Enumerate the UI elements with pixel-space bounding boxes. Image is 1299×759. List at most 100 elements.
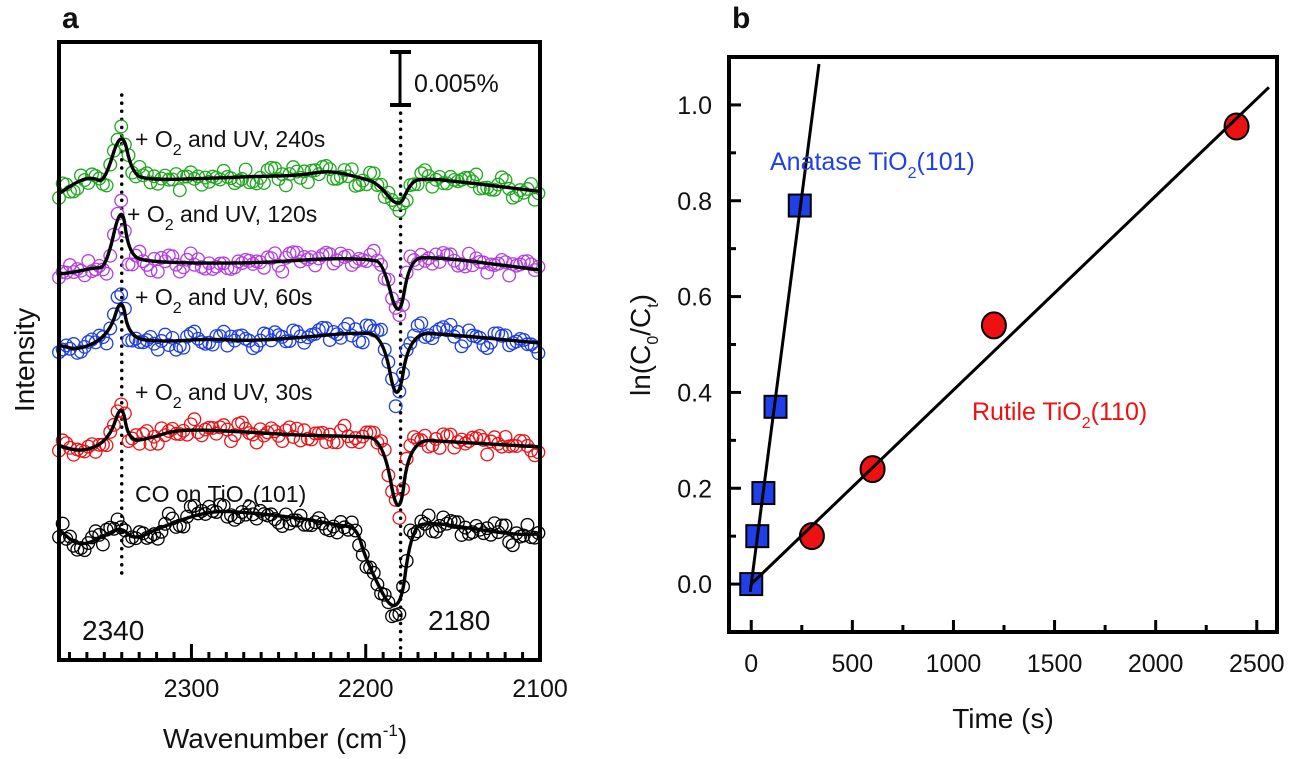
data-marker — [429, 324, 443, 339]
x-tick-label-b: 0 — [744, 650, 758, 678]
data-marker — [88, 168, 103, 183]
data-marker — [132, 436, 147, 451]
spectrum-0 — [52, 497, 546, 624]
peak-label-2340: 2340 — [82, 615, 144, 646]
data-marker — [407, 430, 421, 444]
data-marker — [348, 254, 363, 269]
data-marker — [293, 170, 308, 185]
data-marker — [465, 258, 480, 273]
data-marker — [172, 264, 187, 279]
data-marker — [520, 517, 535, 532]
data-marker — [209, 329, 224, 344]
data-marker — [469, 167, 484, 182]
data-marker — [249, 435, 264, 450]
data-marker — [407, 253, 421, 268]
data-marker — [315, 248, 330, 263]
data-marker — [502, 535, 517, 549]
data-marker — [436, 320, 451, 335]
data-marker — [381, 595, 396, 610]
data-marker — [480, 265, 495, 280]
y-tick-label-b: 0.6 — [677, 284, 712, 312]
data-marker — [304, 250, 319, 265]
data-marker — [55, 342, 70, 357]
spectra — [52, 119, 546, 624]
data-marker — [498, 173, 513, 188]
data-marker — [524, 443, 539, 458]
data-marker — [103, 425, 118, 439]
data-marker — [366, 243, 381, 258]
panel-b: b 0 500 1000 1500 2000 2500 0.0 0.2 0.4 0.6 0.8 1.0… — [625, 2, 1285, 734]
data-marker — [297, 250, 312, 264]
fit-line-anatase — [748, 63, 821, 593]
data-marker — [374, 258, 389, 272]
data-marker — [63, 529, 77, 544]
data-marker — [348, 523, 363, 538]
data-marker — [150, 436, 165, 451]
data-marker — [158, 168, 173, 183]
data-marker — [132, 335, 147, 350]
panel-a-letter: a — [62, 2, 79, 35]
data-point-rutile — [980, 311, 1007, 340]
data-marker — [176, 260, 191, 275]
data-marker — [377, 587, 392, 602]
data-marker — [450, 515, 465, 530]
data-marker — [454, 339, 469, 354]
data-marker — [487, 516, 502, 531]
data-marker — [150, 264, 165, 279]
spectrum-label: + O2 and UV, 30s — [135, 379, 312, 412]
data-marker — [147, 169, 162, 184]
data-marker — [516, 185, 531, 200]
y-axis-title-a: Intensity — [9, 308, 40, 412]
data-marker — [293, 508, 308, 523]
data-marker — [476, 338, 491, 353]
data-marker — [469, 518, 484, 533]
data-marker — [136, 335, 151, 350]
data-marker — [209, 259, 224, 274]
fit-line — [58, 302, 541, 395]
data-marker — [286, 430, 301, 444]
x-tick-label-a: 2100 — [512, 675, 568, 703]
data-marker — [92, 437, 107, 452]
data-marker — [77, 543, 92, 558]
spectrum-label: + O2 and UV, 60s — [135, 284, 312, 317]
legend-anatase: Anatase TiO2(101) — [770, 148, 975, 182]
data-marker — [454, 528, 469, 542]
data-marker — [418, 253, 432, 268]
data-marker — [370, 577, 385, 592]
spectrum-label: CO on TiO2(101) — [135, 481, 306, 514]
data-marker — [161, 506, 176, 521]
data-marker — [99, 178, 114, 193]
x-axis-title-b: Time (s) — [952, 703, 1054, 734]
spectrum-label: + O2 and UV, 120s — [127, 201, 317, 234]
data-marker — [311, 426, 326, 441]
y-tick-label-b: 0.0 — [677, 571, 712, 599]
panel-a: a 2300 2200 2100 0.005% 2340 2180 Intensit… — [9, 2, 568, 754]
data-marker — [92, 258, 107, 273]
y-tick-label-b: 0.4 — [677, 379, 712, 407]
x-tick-label-a: 2300 — [164, 675, 220, 703]
data-marker — [121, 257, 136, 272]
data-marker — [180, 427, 195, 442]
data-marker — [403, 249, 418, 264]
data-marker — [333, 330, 348, 345]
data-marker — [103, 321, 118, 336]
x-tick-label-b: 500 — [831, 650, 873, 678]
data-marker — [337, 418, 352, 433]
data-marker — [95, 537, 110, 552]
data-marker — [483, 335, 498, 350]
data-marker — [414, 316, 429, 331]
data-marker — [388, 300, 403, 315]
data-marker — [454, 257, 469, 272]
axis-ticks-b: 0 500 1000 1500 2000 2500 0.0 0.2 0.4 0.6 0.8 1.0 — [677, 92, 1284, 678]
spectrum-label: + O2 and UV, 240s — [135, 126, 325, 159]
data-marker — [454, 432, 469, 447]
data-marker — [235, 172, 249, 186]
data-marker — [55, 516, 70, 531]
fit-lines — [748, 63, 1270, 593]
y-tick-label-b: 0.8 — [677, 188, 712, 216]
data-marker — [106, 417, 121, 432]
fit-line — [58, 212, 541, 311]
x-tick-label-b: 2000 — [1128, 650, 1184, 678]
data-marker — [99, 336, 114, 351]
